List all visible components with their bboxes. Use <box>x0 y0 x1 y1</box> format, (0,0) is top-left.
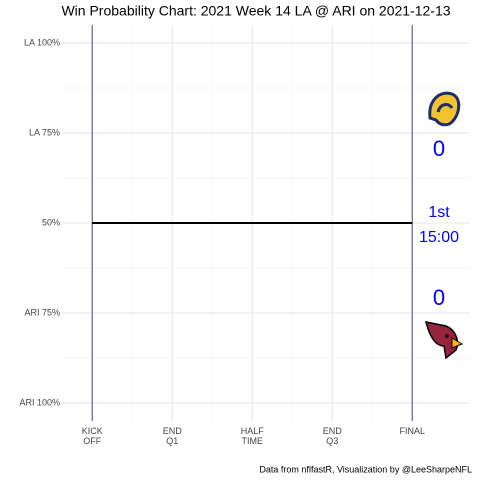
y-tick-label: ARI 75% <box>24 307 60 317</box>
clock: 15:00 <box>419 229 459 246</box>
y-tick-label: LA 75% <box>29 127 60 137</box>
x-tick-label: HALF TIME <box>240 426 264 446</box>
x-tick-label: FINAL <box>399 426 425 436</box>
y-tick-label: 50% <box>42 217 60 227</box>
cardinals-logo <box>424 321 464 360</box>
y-tick-label: LA 100% <box>24 37 60 47</box>
y-tick-label: ARI 100% <box>19 397 60 407</box>
x-tick-label: KICK OFF <box>81 426 103 446</box>
rams-logo <box>428 91 461 127</box>
x-tick-label: END Q1 <box>162 426 182 446</box>
quarter: 1st <box>428 204 450 221</box>
away-score: 0 <box>433 136 445 161</box>
logo-eye <box>445 334 449 338</box>
x-tick-label: END Q3 <box>322 426 342 446</box>
caption: Data from nflfastR, Visualization by @Le… <box>259 464 472 474</box>
chart-title: Win Probability Chart: 2021 Week 14 LA @… <box>61 3 450 19</box>
home-score: 0 <box>433 285 445 310</box>
